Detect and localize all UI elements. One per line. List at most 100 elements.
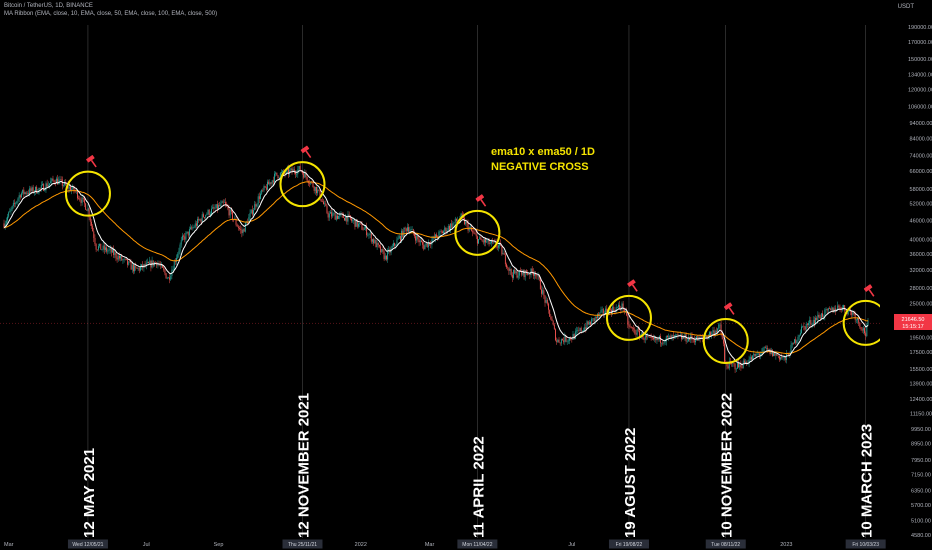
candle-body	[166, 278, 168, 279]
candle-body	[167, 277, 169, 279]
candle-body	[212, 207, 214, 209]
candle-body	[391, 246, 393, 248]
candle-body	[661, 342, 663, 344]
candle-body	[419, 240, 421, 243]
candle-body	[309, 183, 310, 184]
candle-body	[630, 326, 632, 328]
candle-body	[274, 173, 275, 183]
price-axis-bg	[880, 0, 932, 550]
candle-body	[392, 243, 394, 247]
price-tick: 17500.00	[910, 350, 932, 356]
candle-body	[528, 273, 530, 275]
time-tick: Jul	[143, 542, 150, 548]
candle-body	[625, 310, 626, 312]
candle-body	[258, 196, 260, 199]
price-tick: 134000.00	[908, 73, 932, 79]
candle-body	[867, 320, 869, 325]
candle-body	[457, 220, 459, 222]
candle-body	[320, 199, 322, 202]
candle-body	[832, 307, 834, 313]
cross-circle	[454, 209, 501, 256]
candle-body	[30, 188, 32, 191]
candle-body	[236, 224, 238, 227]
candle-body	[641, 333, 643, 336]
candle-body	[633, 328, 635, 330]
candle-body	[757, 353, 759, 355]
candle-body	[237, 226, 239, 229]
candle-body	[293, 169, 295, 173]
candle-body	[251, 209, 253, 215]
candle-body	[359, 222, 361, 224]
candle-body	[506, 264, 507, 268]
candle-body	[673, 335, 675, 337]
candle-body	[292, 169, 294, 172]
candle-body	[288, 168, 289, 175]
candle-body	[532, 271, 534, 276]
candle-body	[588, 322, 590, 325]
candle-body	[19, 195, 21, 198]
candle-body	[271, 180, 273, 184]
candle-body	[447, 226, 449, 231]
hammer-icon	[863, 284, 875, 297]
candle-body	[679, 334, 681, 336]
candle-body	[587, 321, 589, 325]
candle-body	[862, 328, 864, 331]
candle-body	[67, 184, 69, 189]
candle-body	[510, 269, 512, 276]
candle-body	[387, 250, 389, 260]
candle-body	[36, 186, 38, 194]
candle-body	[543, 290, 545, 296]
candle-body	[201, 214, 203, 222]
candle-body	[708, 332, 710, 337]
candle-body	[445, 227, 447, 233]
candle-body	[606, 308, 608, 314]
candle-body	[200, 219, 202, 222]
candle-body	[26, 193, 28, 194]
cross-circle	[279, 161, 326, 208]
candle-body	[604, 313, 605, 314]
candle-body	[323, 201, 324, 205]
candle-body	[499, 242, 500, 246]
time-axis[interactable]: MarJulSepNov2022MarJulSep2023Wed 12/05/2…	[0, 538, 886, 550]
price-tick: 46000.00	[910, 218, 932, 224]
candle-body	[305, 172, 307, 177]
candle-body	[16, 201, 18, 204]
candle-body	[225, 202, 226, 204]
vertical-event-lines	[87, 25, 866, 538]
candle-body	[281, 172, 282, 173]
candle-body	[144, 264, 146, 267]
candle-body	[4, 223, 6, 228]
candle-body	[425, 243, 427, 246]
price-axis[interactable]: 190000.00 170000.00 150000.00 134000.00 1200…	[880, 0, 932, 550]
candle-body	[191, 227, 193, 229]
candle-body	[88, 208, 90, 218]
candle-body	[38, 188, 40, 193]
candle-body	[733, 363, 735, 364]
candle-body	[824, 309, 826, 317]
candle-body	[25, 192, 27, 194]
candle-body	[461, 213, 463, 216]
candle-body	[509, 269, 511, 271]
candle-body	[394, 243, 396, 246]
candle-body	[256, 204, 258, 207]
candle-body	[773, 351, 775, 357]
candle-body	[422, 241, 424, 245]
candle-body	[199, 219, 201, 221]
candle-body	[438, 231, 440, 238]
candle-body	[79, 198, 81, 200]
candle-body	[43, 184, 45, 191]
candle-body	[467, 223, 469, 231]
candle-body	[396, 239, 398, 246]
candle-body	[205, 214, 207, 218]
time-cursor-badge	[457, 539, 498, 549]
candle-body	[643, 339, 645, 340]
candle-body	[230, 209, 232, 212]
candle-body	[398, 236, 400, 239]
candle-body	[312, 182, 314, 187]
candle-body	[476, 236, 478, 244]
candle-body	[454, 218, 456, 223]
candle-body	[549, 309, 551, 317]
candle-body	[548, 303, 549, 310]
candle-body	[714, 331, 716, 335]
